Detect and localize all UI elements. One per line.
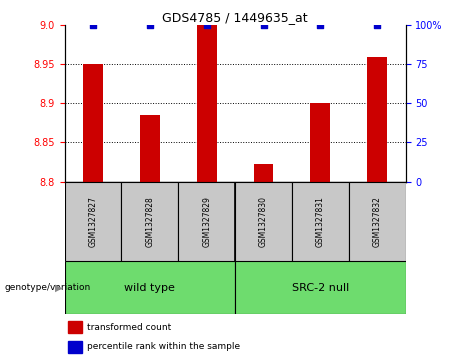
Point bbox=[146, 23, 154, 28]
Bar bbox=[178, 182, 235, 261]
Bar bbox=[254, 164, 273, 182]
Text: wild type: wild type bbox=[124, 283, 175, 293]
Bar bbox=[292, 182, 349, 261]
Text: GSM1327827: GSM1327827 bbox=[89, 196, 97, 247]
Title: GDS4785 / 1449635_at: GDS4785 / 1449635_at bbox=[162, 11, 308, 24]
Text: transformed count: transformed count bbox=[87, 323, 171, 332]
Point bbox=[89, 23, 97, 28]
Text: GSM1327831: GSM1327831 bbox=[316, 196, 325, 247]
Bar bbox=[310, 103, 331, 182]
Bar bbox=[83, 65, 103, 182]
Text: ▶: ▶ bbox=[55, 283, 62, 293]
Bar bbox=[140, 115, 160, 182]
Bar bbox=[235, 261, 406, 314]
Bar bbox=[349, 182, 406, 261]
Bar bbox=[65, 182, 121, 261]
Bar bbox=[367, 57, 387, 182]
Point bbox=[260, 23, 267, 28]
Bar bbox=[65, 261, 235, 314]
Point bbox=[317, 23, 324, 28]
Text: genotype/variation: genotype/variation bbox=[5, 283, 91, 292]
Bar bbox=[121, 182, 178, 261]
Bar bbox=[68, 340, 82, 353]
Text: GSM1327832: GSM1327832 bbox=[373, 196, 382, 247]
Bar bbox=[235, 182, 292, 261]
Text: GSM1327830: GSM1327830 bbox=[259, 196, 268, 247]
Bar bbox=[68, 321, 82, 333]
Text: GSM1327828: GSM1327828 bbox=[145, 196, 154, 247]
Bar bbox=[197, 25, 217, 182]
Text: SRC-2 null: SRC-2 null bbox=[292, 283, 349, 293]
Text: percentile rank within the sample: percentile rank within the sample bbox=[87, 342, 240, 351]
Text: GSM1327829: GSM1327829 bbox=[202, 196, 211, 247]
Point bbox=[203, 23, 210, 28]
Point bbox=[373, 23, 381, 28]
